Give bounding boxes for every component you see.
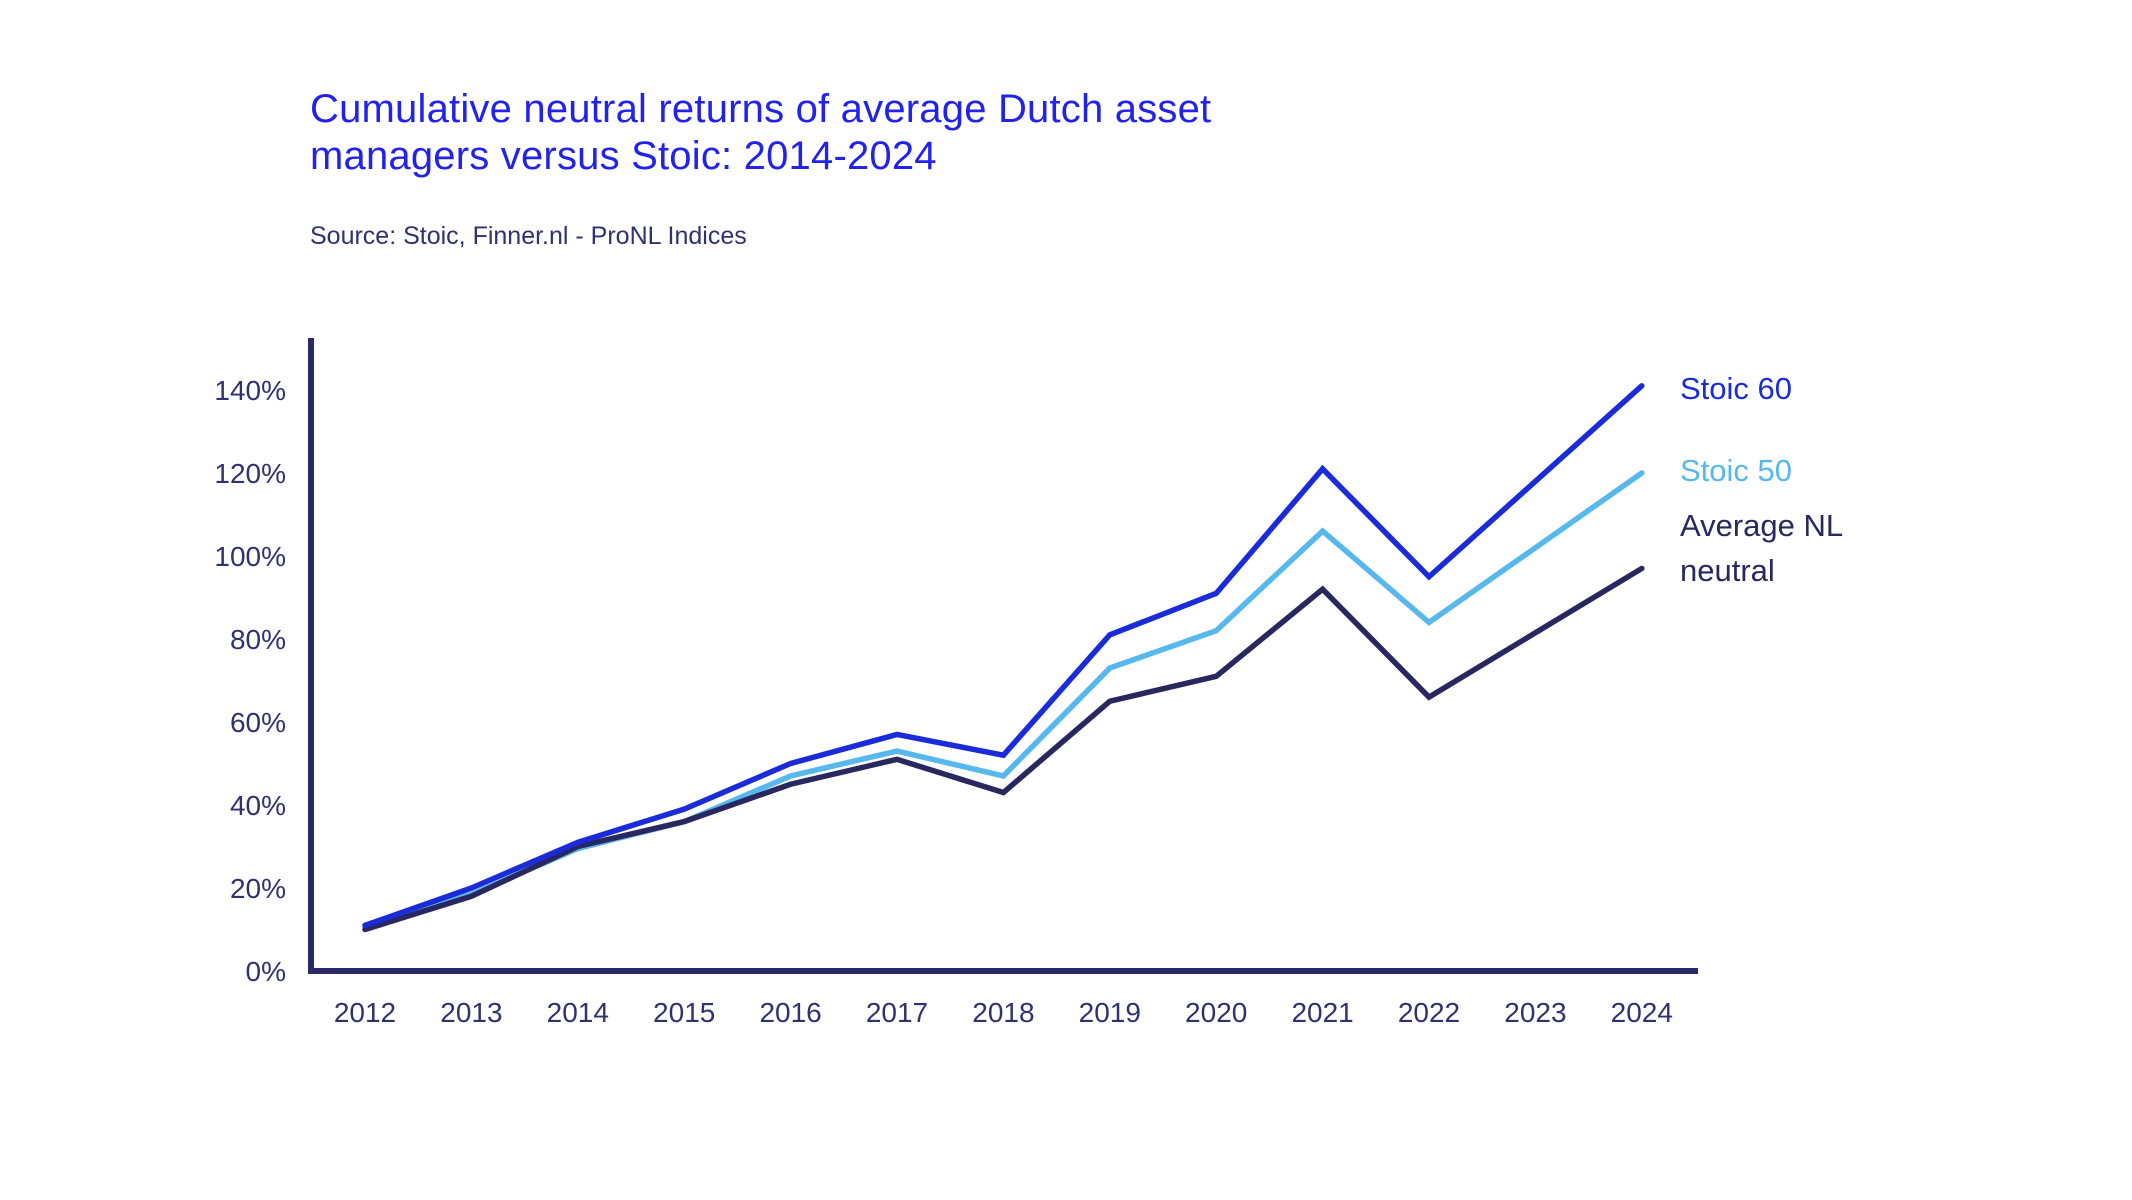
x-axis-tick-label: 2012 xyxy=(334,997,396,1028)
x-axis-tick-label: 2015 xyxy=(653,997,715,1028)
y-axis-tick-label: 140% xyxy=(214,375,286,406)
chart-title-line2: managers versus Stoic: 2014-2024 xyxy=(310,134,937,178)
x-axis-tick-label: 2020 xyxy=(1185,997,1247,1028)
y-axis-tick-label: 60% xyxy=(230,707,286,738)
y-axis-tick-label: 100% xyxy=(214,541,286,572)
chart-title: Cumulative neutral returns of average Du… xyxy=(310,86,1211,180)
series-line-stoic-60 xyxy=(362,383,1645,929)
x-axis-tick-label: 2019 xyxy=(1079,997,1141,1028)
y-axis-tick-label: 120% xyxy=(214,458,286,489)
legend-label-average-nl-neutral: Average NL neutral xyxy=(1680,508,1842,588)
x-axis-tick-label: 2021 xyxy=(1291,997,1353,1028)
x-axis-tick-label: 2023 xyxy=(1504,997,1566,1028)
legend-label-stoic-60: Stoic 60 xyxy=(1680,371,1793,406)
y-axis-tick-label: 20% xyxy=(230,873,286,904)
legend-label-stoic-50: Stoic 50 xyxy=(1680,453,1793,488)
x-axis-tick-label: 2024 xyxy=(1611,997,1673,1028)
y-axis-tick-label: 0% xyxy=(246,956,286,987)
series-line-average-nl-neutral xyxy=(362,565,1645,933)
x-axis-tick-label: 2018 xyxy=(972,997,1034,1028)
y-axis-tick-label: 80% xyxy=(230,624,286,655)
source-line: Source: Stoic, Finner.nl - ProNL Indices xyxy=(310,222,747,250)
x-axis-tick-label: 2013 xyxy=(440,997,502,1028)
chart-title-line1: Cumulative neutral returns of average Du… xyxy=(310,87,1212,131)
x-axis-tick-label: 2017 xyxy=(866,997,928,1028)
y-axis-tick-label: 40% xyxy=(230,790,286,821)
x-axis-tick-label: 2022 xyxy=(1398,997,1460,1028)
x-axis-tick-label: 2014 xyxy=(547,997,609,1028)
x-axis-tick-label: 2016 xyxy=(759,997,821,1028)
